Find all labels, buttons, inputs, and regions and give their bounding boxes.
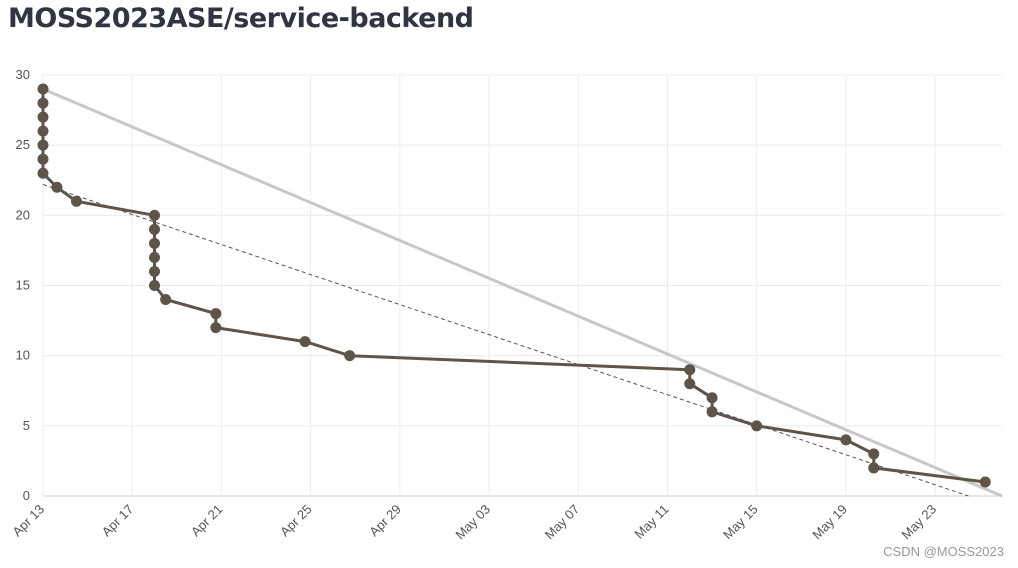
x-tick-label: May 11 (632, 502, 672, 542)
watermark-text: CSDN @MOSS2023 (883, 544, 1004, 559)
page-title: MOSS2023ASE/service-backend (8, 3, 474, 34)
x-tick-label: Apr 21 (188, 502, 226, 540)
data-point (149, 265, 161, 277)
data-point (149, 280, 161, 291)
y-tick-label: 25 (16, 137, 30, 152)
data-point (37, 167, 49, 179)
data-point (210, 308, 222, 320)
data-point (51, 181, 63, 193)
data-point (37, 153, 49, 165)
data-point (210, 322, 222, 334)
data-point (149, 209, 161, 221)
data-point (868, 448, 880, 460)
data-point (160, 294, 172, 306)
x-tick-label: May 03 (452, 502, 493, 543)
data-point (706, 406, 718, 418)
series (37, 83, 1003, 498)
data-point (706, 392, 718, 404)
x-tick-label: May 19 (809, 502, 850, 543)
y-tick-label: 10 (16, 348, 30, 363)
x-tick-label: May 15 (720, 502, 761, 543)
x-tick-label: May 23 (898, 502, 939, 543)
data-point (37, 111, 49, 123)
y-tick-label: 15 (16, 278, 30, 293)
y-tick-label: 30 (16, 67, 30, 82)
data-point (37, 125, 49, 137)
data-point (37, 97, 49, 109)
grid (42, 74, 1002, 497)
x-axis-ticks: Apr 13 Apr 17 Apr 21 Apr 25 Apr 29 May 03 May … (9, 502, 939, 543)
data-point (149, 223, 161, 235)
data-point (840, 434, 852, 446)
trend-line (42, 184, 969, 497)
data-point (868, 462, 880, 474)
data-point (299, 336, 311, 348)
data-point (684, 364, 696, 376)
x-tick-label: Apr 13 (9, 502, 47, 540)
data-point (70, 195, 82, 207)
x-tick-label: Apr 25 (277, 502, 315, 540)
ideal-burndown-line (42, 87, 1003, 498)
x-tick-label: Apr 29 (366, 502, 404, 540)
data-point (37, 83, 49, 95)
data-point (344, 350, 356, 362)
data-point (37, 139, 49, 151)
data-point (751, 420, 763, 432)
y-axis-ticks: 0 5 10 15 20 25 30 (16, 67, 30, 503)
y-tick-label: 0 (23, 488, 30, 503)
y-tick-label: 20 (16, 207, 30, 222)
x-tick-label: Apr 17 (99, 502, 137, 540)
y-tick-label: 5 (23, 418, 30, 433)
data-point (149, 251, 161, 263)
data-point (149, 237, 161, 249)
data-point (979, 476, 991, 488)
data-point (684, 378, 696, 390)
x-tick-label: May 07 (542, 502, 583, 543)
